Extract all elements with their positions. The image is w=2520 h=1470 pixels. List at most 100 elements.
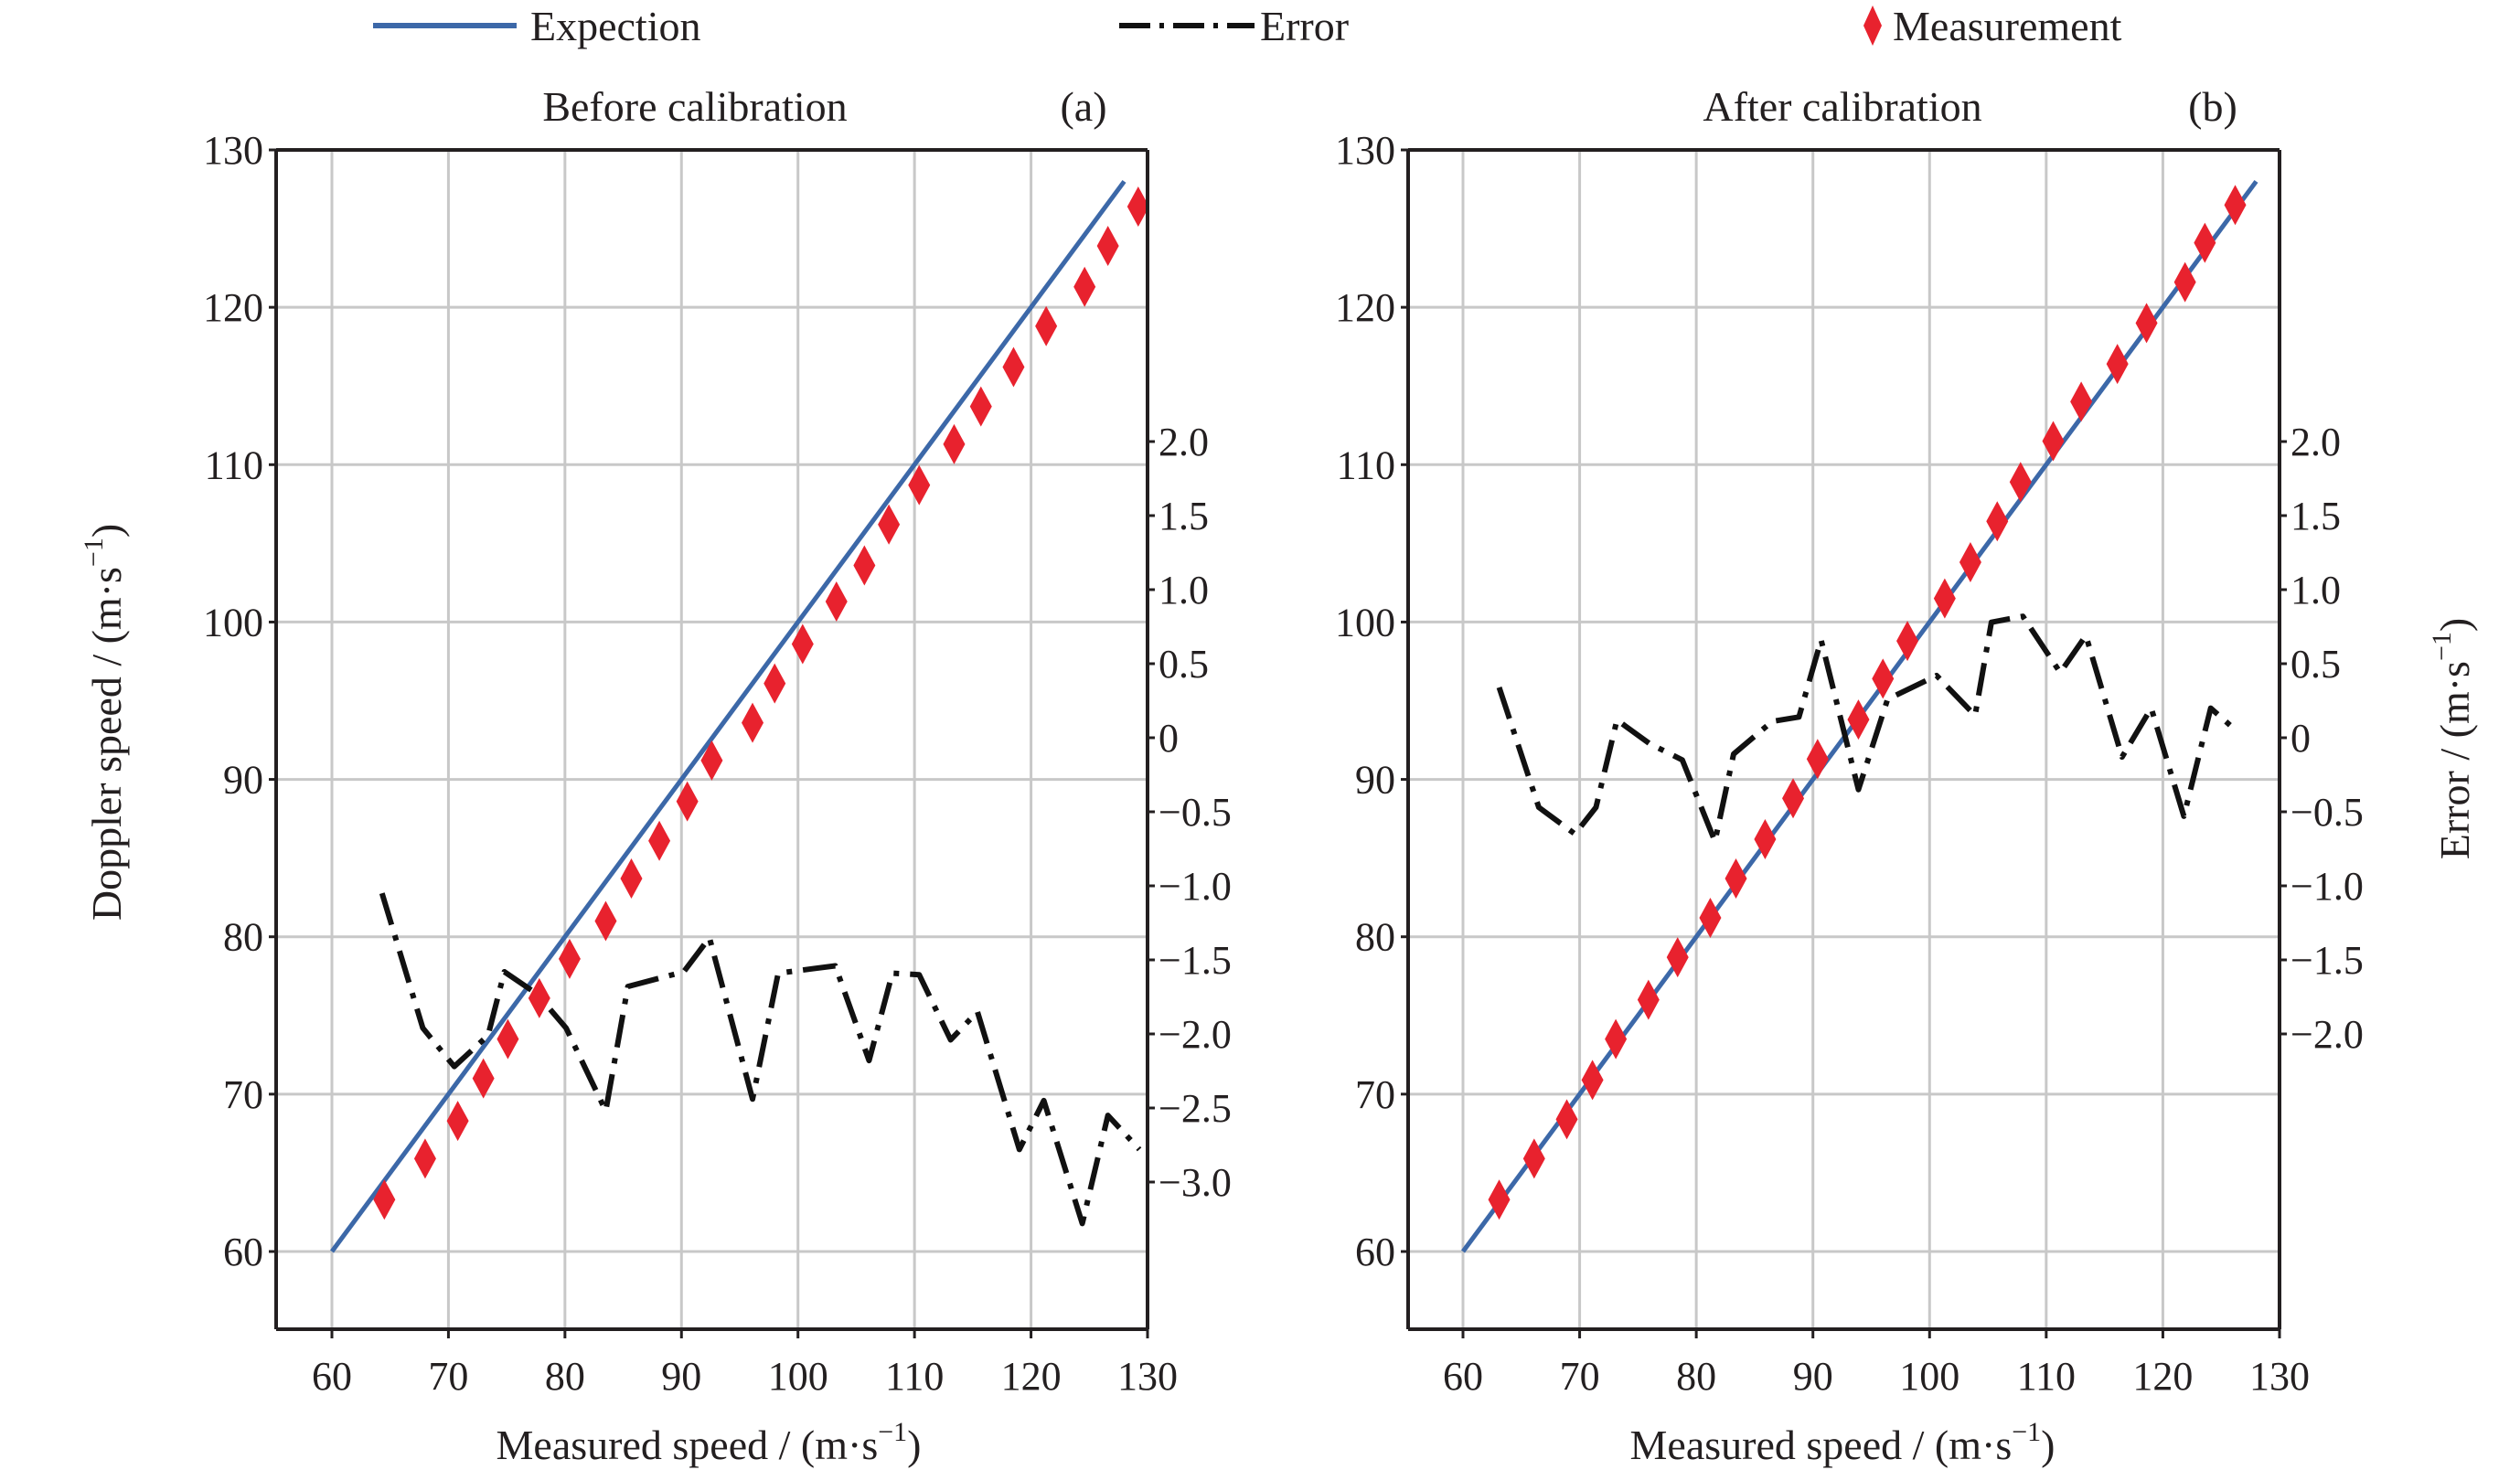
panel-b-ticks: 60 70 80 90 100 110 120 130 60 70 80 90 100 110 120 130… xyxy=(1335,128,2364,1399)
y2-tick-label: −1.5 xyxy=(2290,938,2364,983)
measurement-point xyxy=(620,858,643,900)
x-tick-label: 120 xyxy=(1001,1354,1062,1399)
x-tick-label: 110 xyxy=(2017,1354,2076,1399)
panel-a-axes xyxy=(274,148,1149,1331)
panel-b-axes xyxy=(1406,148,2281,1331)
measurement-point xyxy=(878,504,901,545)
panel-b-title: After calibration xyxy=(1703,83,1981,130)
panel-b-x-axis-label: Measured speed / (m·s−1) xyxy=(1630,1417,2056,1468)
measurement-point xyxy=(676,781,699,822)
y2-tick-label: −2.5 xyxy=(1159,1086,1232,1131)
measurement-point xyxy=(413,1138,436,1179)
measurement-point xyxy=(1896,621,1919,662)
panel-b-y2-axis-label-text: Error / (m·s xyxy=(2431,661,2478,859)
measurement-point xyxy=(1555,1099,1578,1140)
measurement-point xyxy=(1806,739,1829,780)
panel-a-marks xyxy=(329,179,1149,1253)
y-tick-label: 70 xyxy=(223,1072,263,1117)
measurement-point xyxy=(969,386,992,427)
x-tick-label: 130 xyxy=(1117,1354,1178,1399)
measurement-point xyxy=(2042,421,2065,462)
panel-b-x-axis-label-sup: −1 xyxy=(2012,1417,2041,1447)
y2-tick-label: 1.5 xyxy=(2290,494,2341,538)
x-tick-label: 60 xyxy=(312,1354,352,1399)
x-tick-label: 130 xyxy=(2249,1354,2310,1399)
x-tick-label: 100 xyxy=(1899,1354,1959,1399)
y2-tick-label: 2.0 xyxy=(1159,420,1209,464)
measurement-point xyxy=(742,702,764,743)
y2-tick-label: 0 xyxy=(2290,716,2311,761)
panel-a-title: Before calibration xyxy=(542,83,847,130)
y2-tick-label: −1.0 xyxy=(2290,864,2364,909)
y-tick-label: 80 xyxy=(223,915,263,960)
y-tick-label: 120 xyxy=(1335,285,1395,330)
measurement-point xyxy=(1933,578,1956,619)
panel-a-y-axis-label-end: ) xyxy=(83,524,130,538)
panel-b-grid xyxy=(1408,148,2281,1329)
measurement-point xyxy=(943,423,966,464)
x-tick-label: 100 xyxy=(768,1354,828,1399)
measurement-point xyxy=(1847,699,1870,740)
measurement-point xyxy=(1986,501,2009,542)
x-tick-label: 90 xyxy=(661,1354,701,1399)
legend-error-label: Error xyxy=(1260,3,1349,49)
error-line xyxy=(379,892,1142,1227)
measurement-point xyxy=(1002,346,1025,388)
y-tick-label: 90 xyxy=(1355,758,1395,803)
measurement-point xyxy=(558,938,581,979)
measurement-point xyxy=(2009,462,2032,503)
panel-a-y-axis-label-sup: −1 xyxy=(79,538,109,567)
x-tick-label: 70 xyxy=(428,1354,468,1399)
measurement-point xyxy=(373,1179,396,1220)
measurement-point xyxy=(1754,818,1777,859)
measurement-point xyxy=(497,1018,519,1060)
measurement-point xyxy=(825,581,848,623)
panel-b-y2-axis-label-sup: −1 xyxy=(2427,632,2457,661)
measurement-point xyxy=(472,1058,495,1099)
y-tick-label: 80 xyxy=(1355,915,1395,960)
y-tick-label: 110 xyxy=(1337,442,1395,487)
panel-a-x-axis-label-text: Measured speed / (m·s xyxy=(497,1422,879,1468)
y-tick-label: 100 xyxy=(1335,600,1395,644)
measurement-point xyxy=(791,623,814,665)
x-tick-label: 60 xyxy=(1443,1354,1483,1399)
measurement-point xyxy=(594,900,617,942)
y2-tick-label: 0.5 xyxy=(2290,642,2341,687)
panel-a-y-axis-label-text: Doppler speed / (m·s xyxy=(83,567,130,921)
y2-tick-label: −2.0 xyxy=(1159,1012,1232,1057)
measurement-point xyxy=(1127,186,1149,227)
panel-b-x-axis-label-text: Measured speed / (m·s xyxy=(1630,1422,2013,1468)
measurement-point xyxy=(2070,381,2093,422)
panel-b-label: (b) xyxy=(2188,83,2237,130)
y2-tick-label: −0.5 xyxy=(2290,790,2364,835)
measurement-point xyxy=(908,464,931,506)
panel-a-x-axis-label: Measured speed / (m·s−1) xyxy=(497,1417,922,1468)
measurement-point xyxy=(2224,185,2247,226)
y2-tick-label: 1.5 xyxy=(1159,494,1209,538)
y2-tick-label: −0.5 xyxy=(1159,790,1232,835)
measurement-point xyxy=(1959,542,1981,583)
y2-tick-label: −3.0 xyxy=(1159,1160,1232,1205)
x-tick-label: 80 xyxy=(1676,1354,1716,1399)
panel-a-x-axis-label-sup: −1 xyxy=(878,1417,907,1447)
legend: Expection Error Measurement xyxy=(373,3,2122,49)
measurement-point xyxy=(648,820,671,861)
y2-tick-label: −1.5 xyxy=(1159,938,1232,983)
panel-b-y2-axis-label-end: ) xyxy=(2431,618,2478,632)
measurement-point xyxy=(2135,303,2158,344)
measurement-point xyxy=(853,545,876,586)
panel-b: After calibration (b) 60 70 80 90 100 110 120 1… xyxy=(1335,83,2478,1468)
panel-b-x-axis-label-end: ) xyxy=(2041,1422,2055,1468)
legend-expection-label: Expection xyxy=(530,3,701,49)
expection-line xyxy=(329,179,1127,1253)
measurement-point xyxy=(763,663,786,704)
y-tick-label: 110 xyxy=(205,442,263,487)
measurement-point xyxy=(1581,1060,1604,1101)
y-tick-label: 130 xyxy=(203,128,263,173)
measurement-point xyxy=(1782,778,1805,819)
measurement-point xyxy=(528,977,550,1018)
panel-b-marks xyxy=(1460,179,2258,1253)
y2-tick-label: 0 xyxy=(1159,716,1179,761)
measurement-point xyxy=(1872,658,1895,699)
